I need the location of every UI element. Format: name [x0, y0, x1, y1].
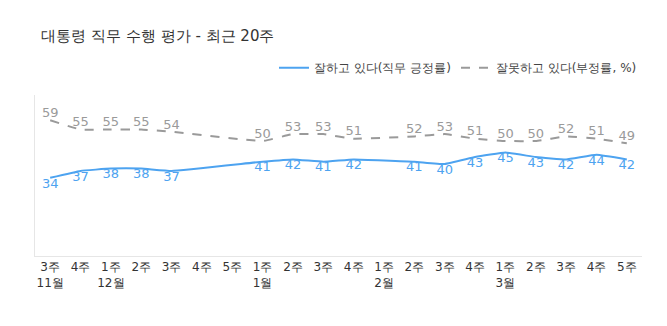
svg-text:3주: 3주 — [314, 260, 334, 274]
svg-text:50: 50 — [254, 126, 271, 141]
svg-text:51: 51 — [467, 123, 484, 138]
svg-text:2주: 2주 — [526, 260, 546, 274]
svg-text:55: 55 — [72, 114, 89, 129]
svg-text:55: 55 — [103, 114, 120, 129]
svg-text:잘하고 있다(직무 긍정률): 잘하고 있다(직무 긍정률) — [314, 61, 451, 75]
svg-text:2주: 2주 — [405, 260, 425, 274]
svg-text:5주: 5주 — [617, 260, 637, 274]
svg-text:41: 41 — [406, 159, 423, 174]
svg-text:5주: 5주 — [222, 260, 242, 274]
svg-text:50: 50 — [497, 126, 514, 141]
svg-text:3주: 3주 — [162, 260, 182, 274]
svg-text:53: 53 — [285, 119, 302, 134]
svg-text:55: 55 — [133, 114, 150, 129]
svg-text:1주2월: 1주2월 — [374, 260, 394, 290]
svg-text:3주: 3주 — [435, 260, 455, 274]
svg-text:4주: 4주 — [344, 260, 364, 274]
svg-text:37: 37 — [163, 169, 180, 184]
svg-text:40: 40 — [436, 162, 453, 177]
svg-text:53: 53 — [436, 119, 453, 134]
svg-text:41: 41 — [254, 159, 271, 174]
svg-text:44: 44 — [588, 153, 605, 168]
svg-text:1주3월: 1주3월 — [496, 260, 516, 290]
svg-text:34: 34 — [42, 176, 59, 191]
svg-text:대통령 직무 수행 평가 - 최근 20주: 대통령 직무 수행 평가 - 최근 20주 — [41, 27, 274, 45]
svg-text:42: 42 — [558, 157, 575, 172]
svg-text:59: 59 — [42, 105, 59, 120]
svg-text:43: 43 — [528, 155, 545, 170]
svg-text:잘못하고 있다(부정률, %): 잘못하고 있다(부정률, %) — [496, 61, 636, 75]
svg-text:49: 49 — [619, 128, 636, 143]
svg-text:4주: 4주 — [587, 260, 607, 274]
svg-text:2주: 2주 — [131, 260, 151, 274]
svg-text:41: 41 — [315, 159, 332, 174]
svg-text:43: 43 — [467, 155, 484, 170]
svg-text:51: 51 — [588, 123, 605, 138]
svg-text:38: 38 — [103, 166, 120, 181]
svg-text:4주: 4주 — [192, 260, 212, 274]
svg-text:42: 42 — [285, 157, 302, 172]
svg-text:3주: 3주 — [556, 260, 576, 274]
svg-text:53: 53 — [315, 119, 332, 134]
svg-text:38: 38 — [133, 166, 150, 181]
svg-text:2주: 2주 — [283, 260, 303, 274]
svg-text:37: 37 — [72, 169, 89, 184]
svg-text:50: 50 — [528, 126, 545, 141]
svg-text:42: 42 — [619, 157, 636, 172]
svg-text:4주: 4주 — [465, 260, 485, 274]
svg-text:1주12월: 1주12월 — [97, 260, 124, 290]
svg-text:54: 54 — [163, 117, 180, 132]
svg-text:52: 52 — [406, 121, 423, 136]
svg-text:45: 45 — [497, 150, 514, 165]
svg-text:4주: 4주 — [71, 260, 91, 274]
svg-text:51: 51 — [345, 123, 362, 138]
svg-text:3주11월: 3주11월 — [37, 260, 64, 290]
svg-text:52: 52 — [558, 121, 575, 136]
svg-text:1주1월: 1주1월 — [253, 260, 273, 290]
svg-text:42: 42 — [345, 157, 362, 172]
